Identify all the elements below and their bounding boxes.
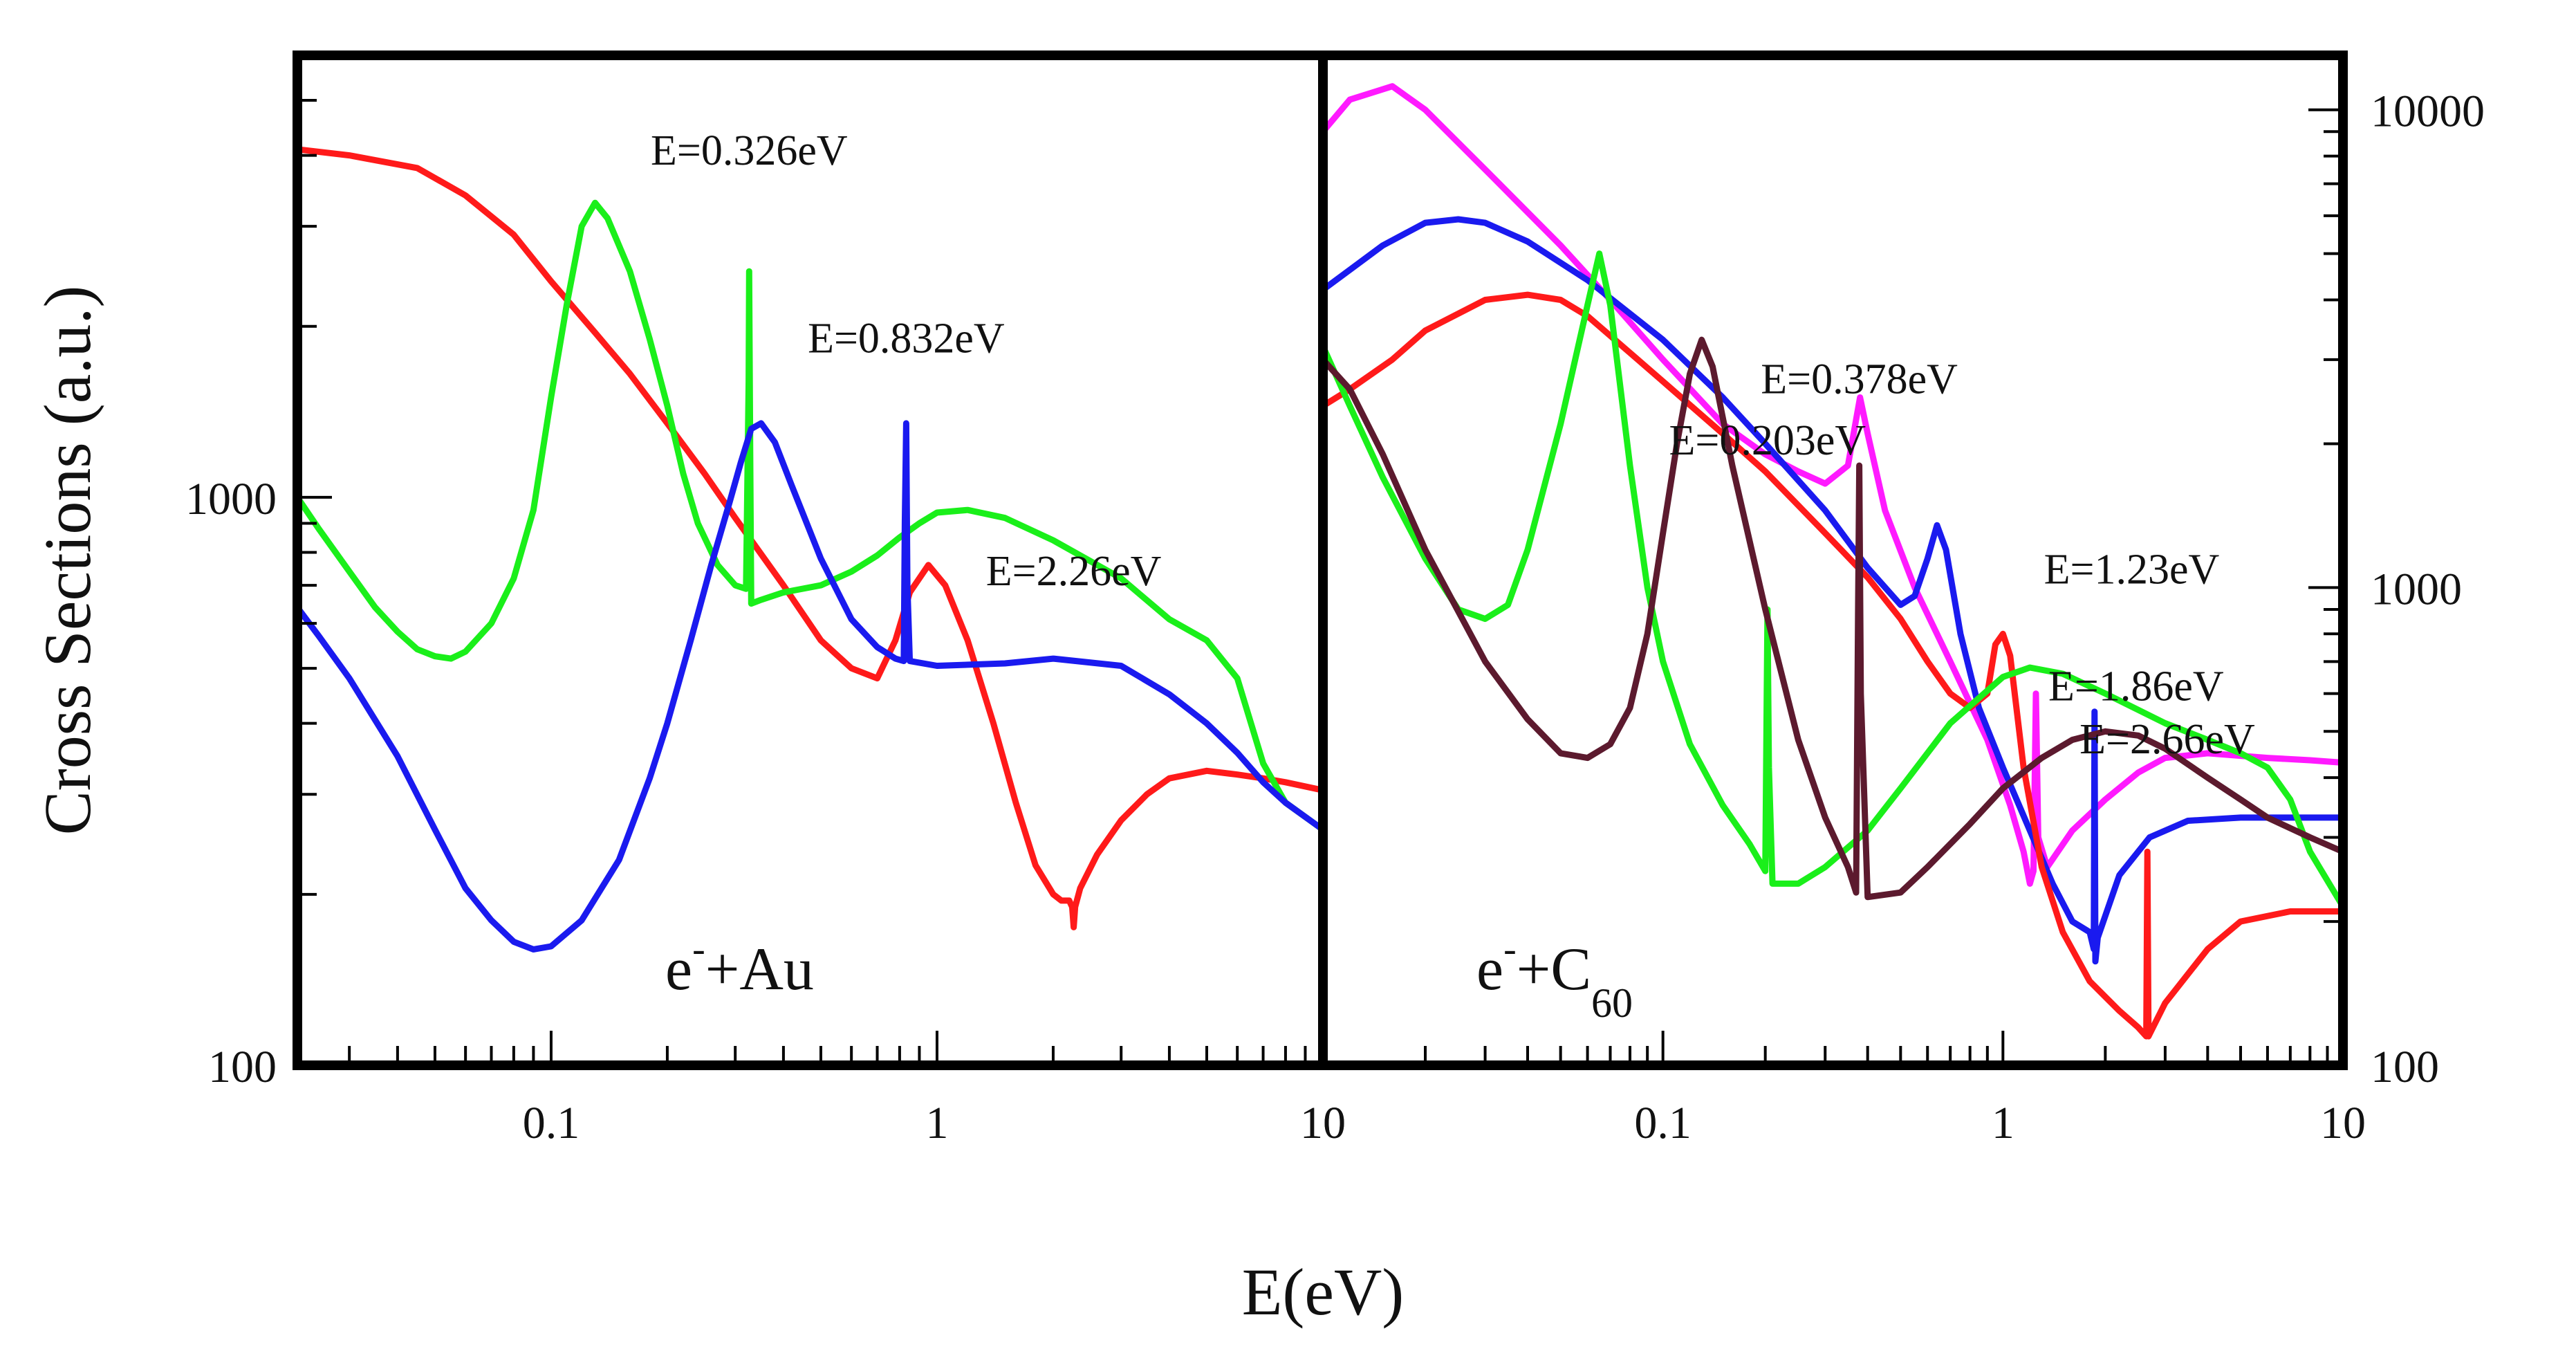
y-tick-label-c60: 1000 [2371, 564, 2462, 614]
panel-au: 0.1 1 10 100 1000 E=0.326eV E=0.832eV E=2.26eV… [185, 50, 1346, 1148]
annotation-c60-0: E=0.378eV [1761, 356, 1958, 403]
panel-label-c60: e-+C60 [1476, 928, 1633, 1026]
y-tick-label-c60: 100 [2371, 1042, 2439, 1092]
y-tick-label-au: 1000 [185, 474, 277, 524]
panel-label-rest: +C [1517, 936, 1591, 1003]
annotation-c60-3: E=1.86eV [2048, 663, 2224, 710]
panel-label-sup: - [692, 928, 705, 971]
panel-label-base: e [1476, 936, 1503, 1003]
series-line-c60-brown [1319, 336, 2346, 901]
frame-au [293, 50, 1328, 1070]
x-tick-label-c60: 10 [2320, 1098, 2366, 1148]
y-tick-label-au: 100 [208, 1042, 277, 1092]
panel-label-base: e [665, 936, 692, 1003]
annotation-c60-2: E=1.23eV [2044, 546, 2220, 593]
panel-label-sup: - [1503, 928, 1517, 971]
y-axis-title: Cross Sections (a.u.) [30, 286, 104, 836]
series-line-au-green [294, 199, 1326, 833]
series-line-au-red [294, 146, 1326, 930]
annotation-c60-4: E=2.66eV [2079, 716, 2255, 763]
x-axis-title: E(eV) [1242, 1255, 1405, 1329]
x-tick-label-c60: 10 [1300, 1098, 1346, 1148]
series-line-au-blue [294, 420, 1326, 953]
series-line-c60-blue [1319, 216, 2346, 965]
frame-c60 [1318, 50, 2348, 1070]
y-tick-label-c60: 10000 [2371, 86, 2485, 137]
x-tick-label-au: 10 [1300, 1098, 1346, 1148]
x-tick-label-au: 1 [925, 1098, 948, 1148]
x-tick-label-c60: 1 [1992, 1098, 2014, 1148]
series-line-c60-magenta [1319, 83, 2346, 887]
x-tick-label-c60: 0.1 [1634, 1098, 1692, 1148]
annotation-au-2: E=2.26eV [986, 548, 1162, 595]
panel-label-au: e-+Au [665, 928, 814, 1003]
panel-label-rest: +Au [705, 936, 814, 1003]
panel-label-sub: 60 [1591, 980, 1633, 1026]
x-tick-label-au: 0.1 [523, 1098, 580, 1148]
series-line-c60-green [1319, 250, 2346, 910]
annotation-au-0: E=0.326eV [651, 127, 848, 174]
annotation-au-1: E=0.832eV [808, 315, 1005, 362]
annotation-c60-1: E=0.203eV [1669, 417, 1866, 464]
